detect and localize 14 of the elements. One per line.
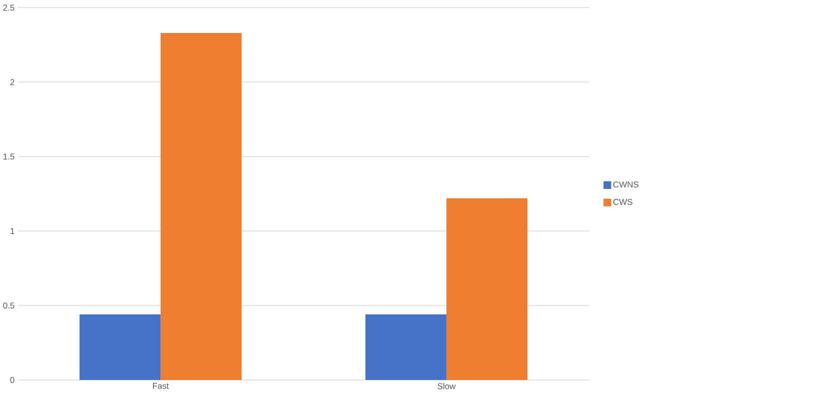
y-tick-label: 1 xyxy=(10,228,14,234)
y-tick-label: 0.5 xyxy=(3,302,14,309)
bar xyxy=(160,33,242,380)
bar xyxy=(446,198,528,380)
bar xyxy=(365,314,446,380)
legend-label: CWS xyxy=(613,199,632,206)
y-tick-label: 0 xyxy=(10,377,14,384)
bar xyxy=(80,314,161,380)
x-tick-label: Fast xyxy=(153,383,169,390)
y-tick-label: 2.5 xyxy=(3,4,14,11)
y-tick-label: 2 xyxy=(10,79,14,86)
x-tick-label: Slow xyxy=(438,383,456,390)
y-tick-label: 1.5 xyxy=(4,154,14,160)
legend-label: CWNS xyxy=(613,182,638,188)
